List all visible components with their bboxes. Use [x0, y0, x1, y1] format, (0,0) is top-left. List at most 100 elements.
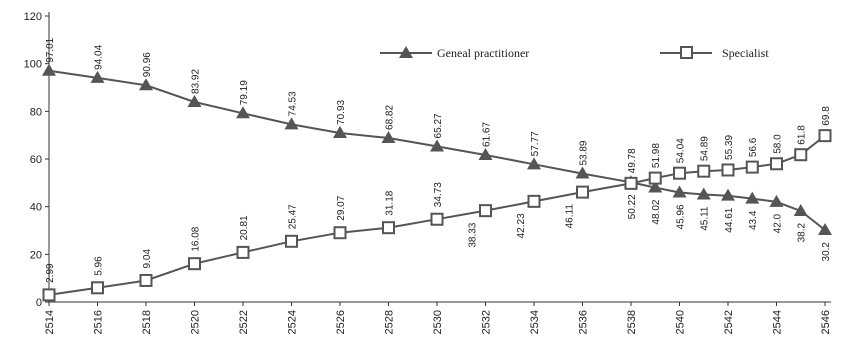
specialist-point	[770, 157, 783, 171]
x-tick-label: 2536	[578, 310, 590, 334]
gp-point	[430, 139, 444, 152]
gp-data-label: 53.89	[579, 140, 590, 165]
y-tick-label: 40	[30, 202, 42, 214]
specialist-data-label: 55.39	[724, 135, 735, 160]
x-tick-label: 2540	[675, 310, 687, 334]
specialist-point	[333, 226, 347, 240]
gp-data-label: 42.0	[773, 213, 784, 233]
gp-data-label: 57.77	[530, 131, 541, 156]
gp-data-label: 38.2	[797, 223, 808, 243]
gp-point	[42, 63, 56, 76]
specialist-point	[382, 221, 395, 235]
gp-data-label: 79.19	[239, 80, 250, 105]
y-tick-label: 100	[24, 59, 42, 71]
specialist-data-label: 61.8	[797, 125, 808, 145]
data-labels: 97.01 94.04 90.96 83.92 79.19 74.53 70.93 68.82…	[45, 37, 832, 283]
x-tick-label: 2530	[432, 310, 444, 334]
specialist-data-label: 5.96	[94, 256, 105, 276]
gp-point	[187, 94, 202, 107]
specialist-data-label: 25.47	[288, 204, 299, 229]
gp-data-label: 68.82	[385, 105, 396, 130]
specialist-data-label: 56.6	[748, 137, 759, 157]
gp-point	[648, 180, 663, 193]
gp-point	[769, 194, 784, 207]
specialist-point	[745, 160, 759, 174]
x-tick-label: 2532	[481, 310, 493, 334]
specialist-point	[42, 288, 56, 302]
gp-data-label: 48.02	[651, 199, 662, 224]
gp-point	[672, 185, 687, 198]
specialist-data-label: 34.73	[433, 182, 444, 207]
x-tick-label: 2538	[626, 310, 638, 334]
gp-point	[478, 148, 493, 161]
specialist-point	[697, 164, 711, 178]
gp-point	[333, 125, 347, 138]
x-tick-label: 2544	[772, 310, 784, 334]
gp-point	[90, 70, 105, 83]
specialist-data-label: 20.81	[239, 215, 250, 240]
x-tick-label: 2526	[335, 310, 347, 334]
specialist-data-label: 29.07	[336, 195, 347, 220]
x-tick-label: 2546	[820, 310, 832, 334]
specialist-data-label: 49.78	[627, 148, 638, 173]
y-tick-label: 60	[30, 154, 42, 166]
specialist-data-label: 2.99	[45, 263, 56, 283]
specialist-data-label: 54.04	[676, 138, 687, 163]
gp-point	[381, 130, 396, 143]
x-tick-label: 2542	[723, 310, 735, 334]
gp-point	[721, 188, 735, 201]
specialist-point	[285, 234, 298, 248]
specialist-data-label: 51.98	[651, 143, 662, 168]
gp-data-label: 74.53	[288, 91, 299, 116]
gp-point	[818, 223, 832, 236]
specialist-data-label: 16.08	[191, 226, 202, 251]
gp-point	[745, 191, 760, 204]
gp-point	[575, 166, 590, 179]
specialist-point	[430, 212, 444, 226]
gp-point	[696, 187, 711, 200]
specialist-point	[91, 281, 104, 295]
specialist-point	[236, 245, 250, 259]
gp-data-label: 65.27	[433, 113, 444, 138]
specialist-point	[188, 257, 201, 271]
specialist-point	[818, 129, 832, 143]
specialist-data-label: 9.04	[142, 249, 153, 269]
y-tick-label: 20	[30, 249, 42, 261]
legend-specialist-label: Specialist	[722, 46, 769, 60]
specialist-point	[139, 273, 153, 287]
specialist-data-label: 46.11	[565, 204, 576, 229]
gp-point	[236, 106, 250, 119]
legend: Geneal practitioner Specialist	[380, 46, 769, 60]
legend-gp-label: Geneal practitioner	[437, 46, 529, 60]
specialist-data-label: 42.23	[516, 213, 527, 238]
y-tick-label: 0	[36, 297, 42, 309]
x-tick-label: 2522	[238, 310, 250, 334]
specialist-point	[624, 176, 638, 190]
gp-point	[793, 203, 808, 216]
gp-data-label: 70.93	[336, 99, 347, 124]
gp-point	[527, 157, 541, 170]
specialist-point	[673, 166, 686, 180]
x-tick-label: 2514	[44, 310, 56, 334]
x-tick-label: 2524	[287, 310, 299, 334]
gp-data-label: 90.96	[142, 52, 153, 77]
gp-data-label: 43.4	[748, 210, 759, 230]
gp-point	[284, 117, 299, 130]
gp-data-label: 50.22	[627, 194, 638, 219]
gp-data-label: 83.92	[191, 69, 202, 94]
specialist-data-label: 69.8	[821, 106, 832, 126]
specialist-point	[648, 171, 662, 185]
gp-data-label: 45.11	[700, 206, 711, 231]
axes: 0 20 40 60 80 100 120 2514 2516 2518 2520 2522 2524 2…	[24, 11, 832, 334]
specialist-data-label: 38.33	[468, 222, 479, 247]
gp-data-label: 30.2	[821, 242, 832, 262]
gp-data-label: 94.04	[94, 44, 105, 69]
x-tick-label: 2534	[529, 310, 541, 334]
specialist-point	[576, 185, 589, 199]
x-tick-label: 2516	[93, 310, 105, 334]
specialist-point	[794, 148, 808, 162]
gp-data-label: 44.61	[724, 207, 735, 232]
y-tick-label: 80	[30, 106, 42, 118]
specialist-point	[721, 163, 735, 177]
